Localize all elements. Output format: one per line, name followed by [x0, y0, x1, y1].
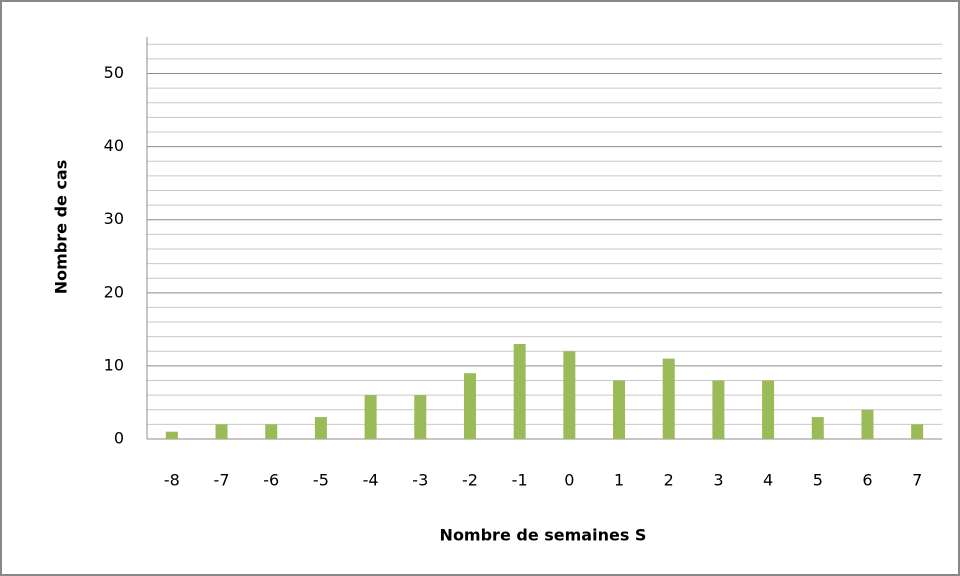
bar: [165, 431, 178, 439]
y-tick-label: 10: [104, 355, 124, 374]
x-tick-label: 5: [813, 471, 823, 490]
x-axis-title: Nombre de semaines S: [440, 526, 647, 545]
x-tick-label: 3: [713, 471, 723, 490]
x-tick-label: 6: [862, 471, 872, 490]
bar: [215, 424, 228, 439]
bar: [762, 380, 775, 439]
x-tick-label: -6: [263, 471, 279, 490]
y-axis-title: Nombre de cas: [52, 160, 71, 295]
bar: [712, 380, 725, 439]
x-tick-label: -1: [512, 471, 528, 490]
x-tick-label: 0: [564, 471, 574, 490]
y-tick-label: 30: [104, 209, 124, 228]
y-tick-label: 0: [114, 429, 124, 448]
bar: [563, 351, 576, 439]
y-tick-label: 20: [104, 282, 124, 301]
bar: [265, 424, 278, 439]
x-tick-label: -3: [412, 471, 428, 490]
bar: [662, 358, 675, 439]
x-tick-label: 4: [763, 471, 773, 490]
bar: [513, 343, 526, 439]
x-tick-label: -7: [214, 471, 230, 490]
bar: [613, 380, 626, 439]
bar: [414, 395, 427, 439]
bar: [463, 373, 476, 439]
x-tick-label: 1: [614, 471, 624, 490]
x-tick-label: -5: [313, 471, 329, 490]
bar: [911, 424, 924, 439]
x-tick-label: -8: [164, 471, 180, 490]
y-tick-label: 50: [104, 63, 124, 82]
x-tick-label: -4: [363, 471, 379, 490]
bar: [811, 417, 824, 439]
x-tick-label: -2: [462, 471, 478, 490]
bar: [314, 417, 327, 439]
bar: [364, 395, 377, 439]
y-tick-label: 40: [104, 136, 124, 155]
x-tick-label: 2: [664, 471, 674, 490]
bar: [861, 409, 874, 439]
x-tick-label: 7: [912, 471, 922, 490]
